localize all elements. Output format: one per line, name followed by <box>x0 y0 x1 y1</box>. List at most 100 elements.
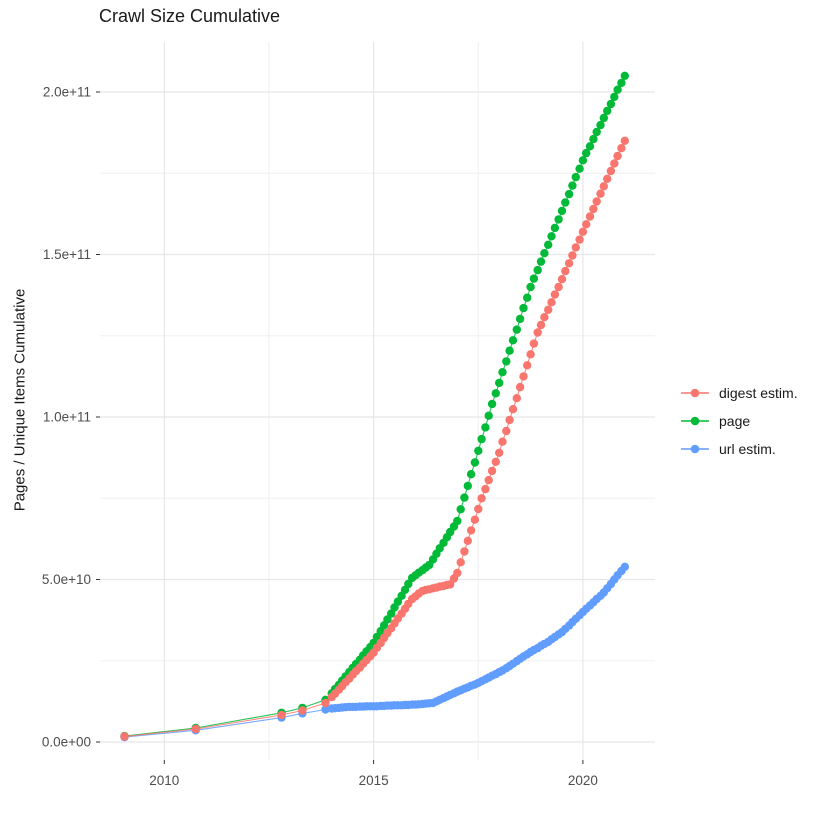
data-point-page <box>474 446 483 455</box>
data-point-digestestim <box>603 174 612 183</box>
legend-dot-icon <box>690 388 700 398</box>
data-point-digestestim <box>529 339 539 348</box>
data-point-digestestim <box>547 298 556 307</box>
data-point-digestestim <box>550 290 560 299</box>
data-point-digestestim <box>456 558 465 567</box>
data-point-digestestim <box>495 448 504 457</box>
data-point-digestestim <box>568 251 577 260</box>
data-point-digestestim <box>540 313 549 322</box>
legend-key-url <box>681 444 709 454</box>
data-point-page <box>526 282 535 292</box>
data-point-digestestim <box>484 475 493 485</box>
data-point-page <box>578 156 588 165</box>
data-point-digestestim <box>453 568 462 578</box>
y-tick-label: 5.0e+10 <box>42 572 91 587</box>
data-point-page <box>582 148 591 158</box>
data-point-page <box>508 336 518 345</box>
data-point-urlestim <box>321 705 330 714</box>
data-point-page <box>571 172 580 182</box>
data-point-digestestim <box>620 136 629 145</box>
data-point-digestestim <box>596 189 605 198</box>
data-point-page <box>557 206 567 216</box>
data-point-page <box>536 257 546 266</box>
data-point-digestestim <box>277 710 286 720</box>
data-point-digestestim <box>515 382 525 392</box>
data-point-page <box>519 303 528 313</box>
data-point-page <box>502 357 511 366</box>
data-point-page <box>540 249 549 258</box>
data-point-page <box>463 481 472 491</box>
x-tick-label: 2020 <box>568 773 598 788</box>
data-point-digestestim <box>582 220 591 229</box>
data-point-digestestim <box>191 724 200 734</box>
data-point-page <box>481 423 490 432</box>
legend-key-digest <box>681 388 709 398</box>
data-point-page <box>620 71 629 81</box>
data-point-digestestim <box>613 151 622 161</box>
data-point-page <box>603 106 612 116</box>
data-point-digestestim <box>481 484 490 494</box>
data-point-digestestim <box>477 494 486 503</box>
data-point-page <box>466 470 476 479</box>
data-point-urlestim <box>620 562 629 571</box>
data-point-digestestim <box>460 547 469 556</box>
data-point-page <box>544 240 553 249</box>
data-point-digestestim <box>487 466 497 476</box>
data-point-page <box>568 181 577 190</box>
data-point-page <box>512 325 521 334</box>
data-point-digestestim <box>512 394 521 403</box>
data-point-page <box>470 458 480 467</box>
data-point-digestestim <box>544 305 553 314</box>
data-point-digestestim <box>474 504 483 514</box>
data-point-page <box>547 232 556 241</box>
data-point-digestestim <box>526 350 535 359</box>
data-point-digestestim <box>578 227 588 236</box>
data-point-digestestim <box>321 698 330 708</box>
data-point-digestestim <box>498 437 507 446</box>
chart-title: Crawl Size Cumulative <box>99 6 281 26</box>
legend-label: page <box>719 413 751 429</box>
data-point-page <box>554 215 563 224</box>
data-point-digestestim <box>554 282 563 292</box>
data-point-digestestim <box>508 405 518 414</box>
legend-dot-icon <box>690 416 700 426</box>
data-point-digestestim <box>592 197 601 206</box>
data-point-digestestim <box>617 144 626 153</box>
data-point-page <box>515 314 525 324</box>
data-point-digestestim <box>610 159 619 168</box>
data-point-digestestim <box>606 166 616 176</box>
data-point-page <box>484 411 493 420</box>
data-point-page <box>498 368 507 377</box>
data-point-page <box>477 434 486 444</box>
data-point-page <box>564 189 574 199</box>
y-tick-label: 1.0e+11 <box>43 410 91 425</box>
data-point-digestestim <box>502 426 511 436</box>
data-point-digestestim <box>536 320 546 330</box>
data-point-page <box>592 127 601 137</box>
data-point-digestestim <box>463 536 472 545</box>
data-point-page <box>404 579 413 589</box>
legend-label: url estim. <box>719 441 776 457</box>
y-tick-label: 2.0e+11 <box>43 85 91 100</box>
data-point-digestestim <box>589 204 598 214</box>
data-point-digestestim <box>491 457 500 466</box>
data-point-page <box>487 399 497 409</box>
legend: digest estim. page url estim. <box>680 379 798 463</box>
data-point-page <box>495 378 504 388</box>
data-point-page <box>589 134 598 144</box>
legend-key-page <box>681 416 709 426</box>
legend-label: digest estim. <box>719 385 798 401</box>
data-point-page <box>529 274 539 283</box>
data-point-page <box>610 92 619 102</box>
legend-item-url: url estim. <box>680 435 798 463</box>
data-point-page <box>561 198 570 207</box>
data-point-page <box>491 389 500 398</box>
data-point-page <box>575 164 584 173</box>
data-point-digestestim <box>298 706 307 715</box>
data-point-page <box>523 293 532 302</box>
data-point-digestestim <box>533 328 542 337</box>
x-tick-label: 2010 <box>149 773 179 788</box>
data-point-digestestim <box>561 266 570 276</box>
data-point-page <box>606 99 616 109</box>
